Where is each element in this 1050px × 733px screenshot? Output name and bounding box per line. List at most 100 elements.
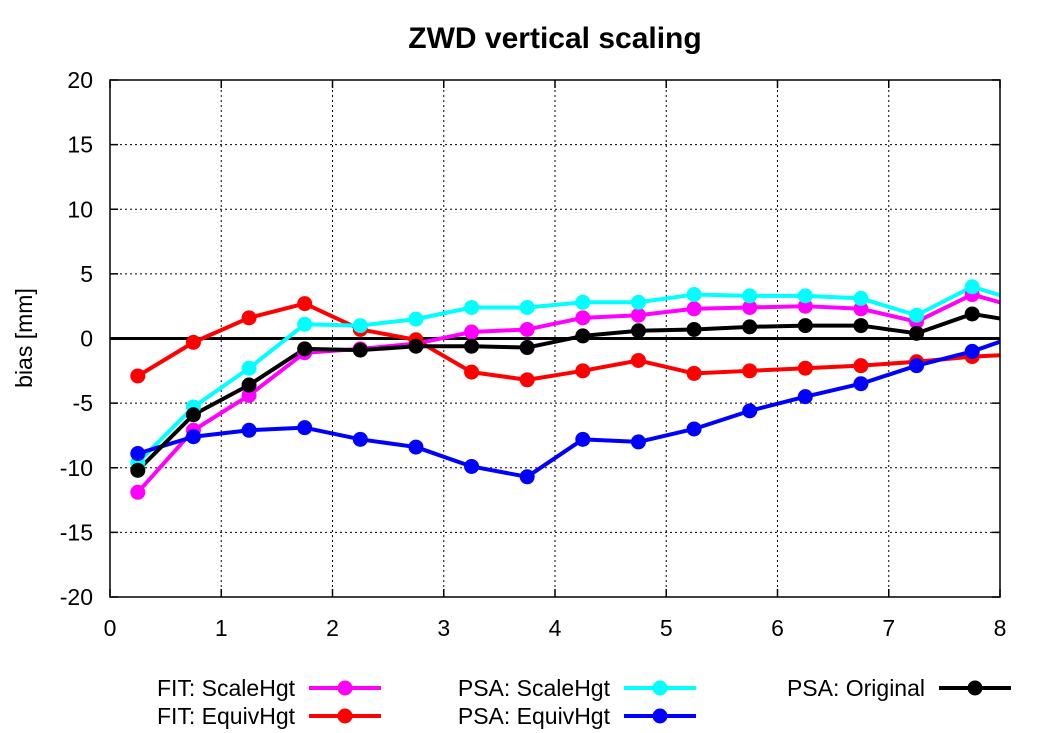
x-tick-label: 6 <box>771 615 784 641</box>
data-point-fit-scalehgt <box>1020 303 1035 318</box>
y-tick-label: -20 <box>60 584 93 610</box>
x-tick-label: 1 <box>215 615 228 641</box>
legend-label-fit-scalehgt: FIT: ScaleHgt <box>157 675 296 701</box>
y-tick-label: -15 <box>60 519 93 545</box>
data-point-fit-equivhgt <box>297 296 313 312</box>
data-point-psa-original <box>964 306 980 322</box>
x-tick-label: 4 <box>549 615 562 641</box>
data-point-psa-scalehgt <box>630 294 646 310</box>
data-point-psa-equivhgt <box>130 446 146 462</box>
data-point-psa-original <box>185 407 201 423</box>
grid <box>110 80 1000 597</box>
legend-swatch-marker-psa-equivhgt <box>652 708 668 724</box>
legend-label-psa-equivhgt: PSA: EquivHgt <box>458 703 611 729</box>
data-point-fit-equivhgt <box>519 372 535 388</box>
data-point-fit-scalehgt <box>241 387 257 403</box>
data-point-psa-original <box>1020 315 1035 330</box>
data-point-psa-scalehgt <box>241 360 257 376</box>
y-tick-label: 20 <box>67 67 93 93</box>
data-point-psa-scalehgt <box>742 288 758 304</box>
data-point-fit-equivhgt <box>630 352 646 368</box>
data-point-psa-original <box>575 328 591 344</box>
data-point-psa-original <box>742 319 758 335</box>
data-point-psa-equivhgt <box>575 431 591 447</box>
y-axis-label: bias [mm] <box>11 288 37 388</box>
data-point-fit-equivhgt <box>742 363 758 379</box>
data-point-psa-original <box>686 321 702 337</box>
data-point-psa-original <box>352 342 368 358</box>
data-point-psa-scalehgt <box>853 290 869 306</box>
data-point-psa-equivhgt <box>909 358 925 374</box>
data-point-psa-scalehgt <box>464 299 480 315</box>
data-point-psa-original <box>464 338 480 354</box>
data-point-fit-scalehgt <box>575 310 591 326</box>
legend-swatch-marker-fit-scalehgt <box>337 680 353 696</box>
data-point-fit-scalehgt <box>630 307 646 323</box>
data-point-fit-equivhgt <box>797 360 813 376</box>
data-point-fit-equivhgt <box>464 364 480 380</box>
legend-label-psa-scalehgt: PSA: ScaleHgt <box>458 675 611 701</box>
x-tick-label: 8 <box>994 615 1007 641</box>
data-point-fit-scalehgt <box>464 324 480 340</box>
data-point-psa-equivhgt <box>1020 325 1035 340</box>
data-point-psa-scalehgt <box>964 279 980 295</box>
data-point-psa-equivhgt <box>297 420 313 436</box>
data-point-fit-scalehgt <box>686 301 702 317</box>
data-point-psa-original <box>797 318 813 334</box>
data-point-psa-original <box>130 462 146 478</box>
data-point-psa-equivhgt <box>408 439 424 455</box>
legend-swatch-marker-psa-scalehgt <box>652 680 668 696</box>
data-point-psa-original <box>297 341 313 357</box>
data-point-fit-equivhgt <box>575 363 591 379</box>
data-point-psa-equivhgt <box>964 343 980 359</box>
data-point-psa-original <box>909 325 925 341</box>
x-tick-label: 7 <box>882 615 895 641</box>
data-point-fit-equivhgt <box>185 334 201 350</box>
data-point-fit-equivhgt <box>241 310 257 326</box>
data-point-fit-scalehgt <box>742 299 758 315</box>
series-line-psa-equivhgt <box>137 339 1000 479</box>
y-tick-label: -10 <box>60 455 93 481</box>
data-point-psa-original <box>630 323 646 339</box>
data-point-fit-scalehgt <box>853 301 869 317</box>
data-point-psa-equivhgt <box>742 403 758 419</box>
y-tick-label: 0 <box>80 326 93 352</box>
data-point-fit-scalehgt <box>519 321 535 337</box>
axes: 0 1 2 3 4 5 6 7 8 -20 -15 -10 -5 0 5 10 15 20 <box>60 67 1007 641</box>
legend-label-psa-original: PSA: Original <box>787 675 925 701</box>
data-point-psa-scalehgt <box>686 287 702 303</box>
data-point-fit-equivhgt <box>1020 347 1035 362</box>
data-point-psa-scalehgt <box>408 311 424 327</box>
data-point-psa-scalehgt <box>519 299 535 315</box>
y-tick-label: 15 <box>67 132 93 158</box>
data-point-psa-equivhgt <box>464 458 480 474</box>
data-point-psa-equivhgt <box>686 421 702 437</box>
legend-swatch-marker-fit-equivhgt <box>337 708 353 724</box>
data-point-psa-scalehgt <box>297 316 313 332</box>
data-point-psa-original <box>241 377 257 393</box>
data-point-psa-scalehgt <box>797 288 813 304</box>
series-group <box>130 279 1035 500</box>
data-point-psa-equivhgt <box>853 376 869 392</box>
data-point-fit-equivhgt <box>853 358 869 374</box>
data-point-psa-scalehgt <box>1020 296 1035 311</box>
data-point-psa-equivhgt <box>630 434 646 450</box>
y-tick-label: -5 <box>73 390 93 416</box>
data-point-psa-equivhgt <box>241 422 257 438</box>
chart-title: ZWD vertical scaling <box>408 22 701 55</box>
x-tick-label: 3 <box>437 615 450 641</box>
x-tick-label: 5 <box>660 615 673 641</box>
y-tick-label: 5 <box>80 261 93 287</box>
x-tick-label: 0 <box>104 615 117 641</box>
x-tick-label: 2 <box>326 615 339 641</box>
data-point-psa-original <box>408 338 424 354</box>
data-point-psa-scalehgt <box>352 318 368 334</box>
y-tick-label: 10 <box>67 196 93 222</box>
data-point-psa-scalehgt <box>575 294 591 310</box>
data-point-psa-equivhgt <box>185 429 201 445</box>
data-point-psa-equivhgt <box>519 469 535 485</box>
data-point-psa-scalehgt <box>909 307 925 323</box>
data-point-fit-equivhgt <box>130 368 146 384</box>
